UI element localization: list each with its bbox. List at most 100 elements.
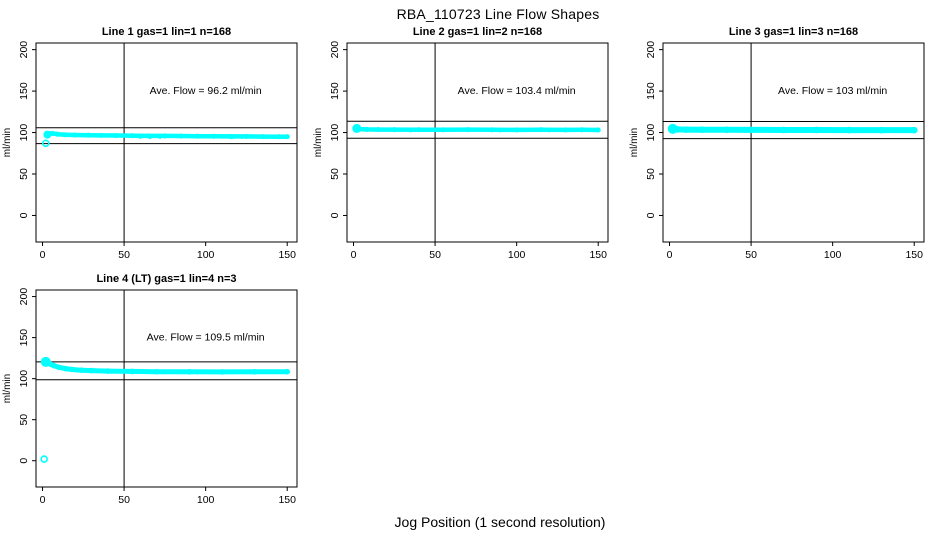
y-tick-label: 0 (18, 212, 30, 218)
data-point-blob (129, 368, 136, 375)
figure-x-axis-label: Jog Position (1 second resolution) (0, 514, 936, 530)
data-point-blob (178, 133, 184, 139)
x-tick-label: 100 (824, 249, 842, 261)
data-point-blob (219, 369, 225, 375)
data-point-blob (489, 127, 495, 133)
y-tick-label: 100 (18, 370, 30, 388)
data-point-blob (416, 127, 422, 133)
y-tick-label: 200 (18, 41, 30, 59)
data-speck (409, 129, 413, 133)
data-speck (220, 135, 224, 139)
data-speck (240, 136, 243, 139)
data-point-blob (514, 127, 520, 133)
data-point-blob (72, 132, 78, 138)
y-tick-label: 200 (329, 41, 341, 59)
ave-flow-annotation: Ave. Flow = 109.5 ml/min (147, 332, 265, 344)
x-tick-label: 50 (429, 249, 441, 261)
y-tick-label: 100 (645, 124, 657, 142)
data-point-blob (465, 127, 471, 133)
data-point-blob (440, 127, 446, 133)
x-tick-label: 100 (197, 494, 215, 506)
y-tick-label: 0 (645, 212, 657, 218)
data-point-blob (364, 126, 370, 132)
data-point-blob (357, 126, 363, 132)
data-point-blob (276, 134, 282, 140)
data-point-blob (260, 134, 266, 140)
x-tick-label: 50 (745, 249, 757, 261)
data-point-blob (375, 127, 381, 133)
data-point-blob (747, 126, 755, 134)
data-point-blob (723, 126, 730, 134)
data-speck (130, 371, 134, 375)
outlier-point (40, 455, 48, 463)
data-point-blob (579, 127, 585, 133)
figure-x-axis-label-text: Jog Position (1 second resolution) (394, 514, 606, 530)
data-point-blob (538, 127, 544, 133)
data-point-blob (910, 126, 918, 134)
data-point-blob (62, 132, 68, 138)
y-tick-label: 0 (329, 212, 341, 218)
y-tick-label: 50 (18, 414, 30, 426)
data-point-blob (391, 127, 397, 133)
panel-1: 0 50 100 150 0 50 100 150 200 ml/min Line 1 gas=1 … (2, 26, 298, 261)
x-tick-label: 50 (118, 494, 130, 506)
data-point-blob (54, 131, 60, 137)
data-point-blob (62, 365, 69, 372)
ave-flow-annotation: Ave. Flow = 96.2 ml/min (150, 85, 262, 97)
data-point-blob (243, 133, 249, 139)
ave-flow-annotation: Ave. Flow = 103.4 ml/min (458, 85, 576, 97)
panel-title: Line 1 gas=1 lin=1 n=168 (102, 26, 231, 38)
y-tick-label: 150 (645, 82, 657, 100)
data-speck (498, 129, 502, 133)
data-point-blob (186, 369, 193, 375)
data-point-blob (78, 367, 85, 373)
data-point-blob (69, 366, 75, 373)
data-point-blob (98, 132, 104, 138)
y-tick-label: 100 (18, 124, 30, 142)
data-point-blob (129, 133, 135, 139)
data-point-blob (162, 133, 168, 139)
y-tick-label: 150 (18, 82, 30, 100)
data-speck (196, 371, 199, 375)
data-point-blob (113, 132, 119, 139)
y-tick-label: 150 (18, 329, 30, 347)
x-tick-label: 0 (40, 249, 46, 261)
x-tick-label: 100 (508, 249, 526, 261)
data-point-blob (674, 126, 681, 133)
data-point-blob (153, 368, 160, 375)
y-axis-label: ml/min (629, 128, 640, 157)
data-point-blob (88, 367, 95, 374)
plot-box (346, 42, 609, 243)
figure-title: RBA_110723 Line Flow Shapes (0, 6, 936, 22)
x-tick-label: 0 (351, 249, 357, 261)
x-tick-label: 0 (40, 494, 46, 506)
y-tick-label: 50 (18, 168, 30, 180)
y-tick-label: 200 (18, 288, 30, 306)
y-axis-label: ml/min (2, 128, 13, 157)
data-point-blob (878, 126, 885, 134)
x-tick-label: 0 (667, 249, 673, 261)
outlier-point (41, 139, 50, 148)
data-speck (148, 136, 152, 140)
data-point-blob (85, 132, 91, 138)
x-tick-label: 150 (589, 249, 607, 261)
data-point-blob (780, 126, 788, 134)
figure-title-text: RBA_110723 Line Flow Shapes (396, 6, 600, 22)
data-speck (249, 135, 253, 139)
data-point-blob (698, 126, 706, 134)
y-axis-label: ml/min (313, 128, 324, 157)
y-tick-label: 150 (329, 82, 341, 100)
plot-box (35, 42, 298, 243)
y-tick-label: 50 (329, 168, 341, 180)
panel-3: 0 50 100 150 0 50 100 150 200 ml/min Line 3 gas=1 … (629, 26, 925, 261)
panel-4: 0 50 100 150 0 50 100 150 200 ml/min Line 4 (LT) g… (2, 273, 298, 506)
data-point-blob (211, 133, 217, 139)
y-tick-label: 50 (645, 168, 657, 180)
plot-box (35, 289, 298, 488)
y-axis-label: ml/min (2, 374, 13, 403)
data-point-blob (56, 364, 62, 371)
data-point-blob (194, 133, 201, 139)
y-tick-label: 0 (18, 458, 30, 464)
data-point-blob (104, 368, 111, 374)
